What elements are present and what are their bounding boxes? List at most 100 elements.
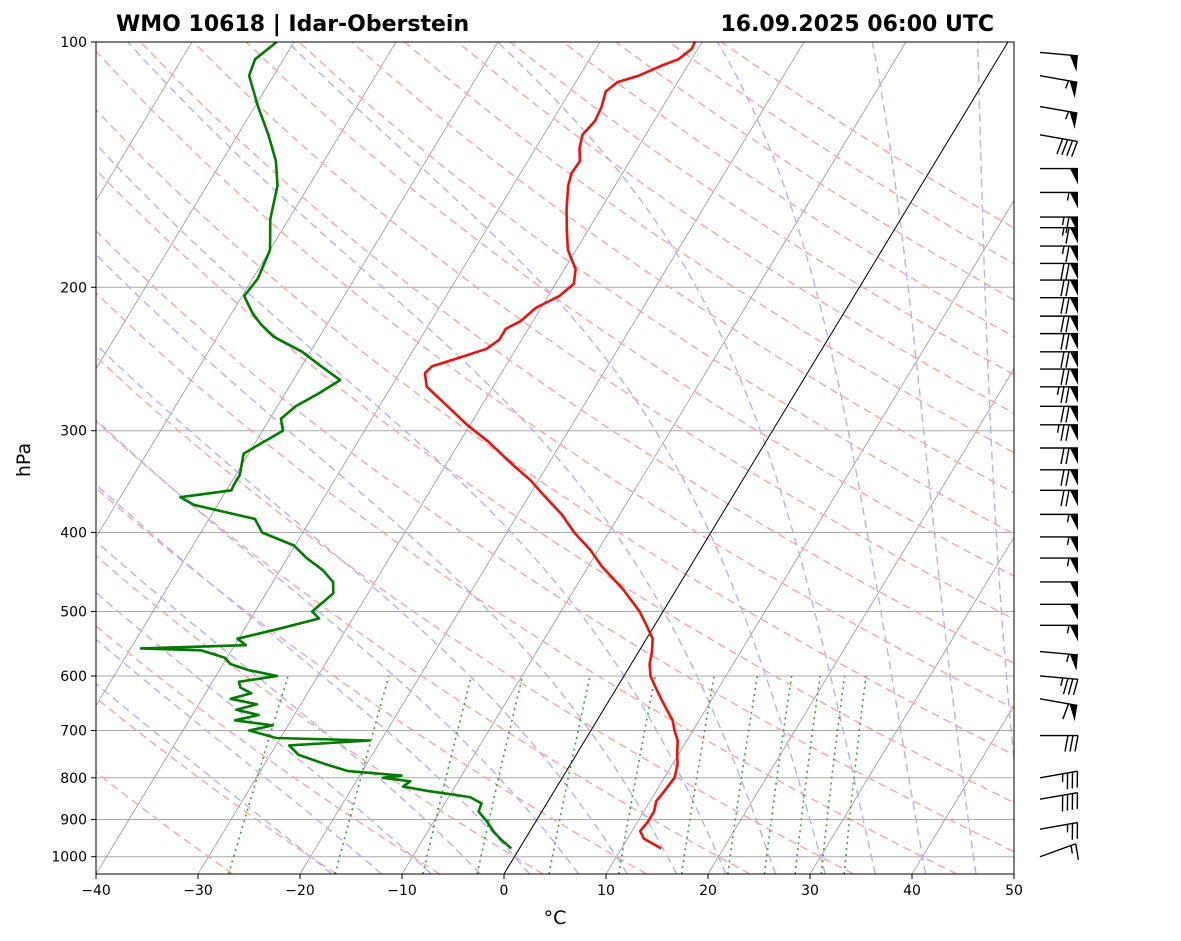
- y-tick-label: 600: [60, 669, 87, 685]
- barb-half: [1066, 536, 1070, 546]
- dry-adiabat: [139, 42, 1014, 665]
- mixing-ratio-line: [680, 675, 715, 874]
- barb-full: [1061, 139, 1069, 156]
- barb-flag: [1070, 514, 1078, 531]
- barb-half: [1061, 227, 1065, 236]
- mixing-ratio-lines: [227, 675, 867, 874]
- barb-half: [1066, 653, 1070, 663]
- moist-adiabat: [96, 418, 580, 874]
- barb-half: [1056, 424, 1060, 433]
- dry-adiabat: [96, 292, 958, 874]
- dry-adiabat: [96, 168, 1014, 804]
- barb-full: [1066, 140, 1074, 157]
- barb-flag: [1069, 654, 1078, 671]
- isotherm: [401, 42, 907, 874]
- y-tick-label: 300: [60, 424, 87, 440]
- barb-flag: [1070, 217, 1078, 234]
- barb-full: [1060, 447, 1065, 465]
- barb-full: [1065, 315, 1070, 333]
- barb-full: [1069, 735, 1074, 752]
- barb-full: [1060, 351, 1065, 368]
- x-tick-label: −40: [81, 883, 111, 899]
- wind-barb: [1040, 279, 1078, 297]
- barb-shaft: [1039, 821, 1078, 830]
- wind-barb: [1040, 405, 1078, 423]
- dry-adiabat: [96, 355, 854, 874]
- barb-shaft: [1039, 105, 1078, 114]
- wind-barb: [1040, 424, 1078, 441]
- barb-flag: [1070, 604, 1078, 621]
- moist-adiabat: [96, 253, 678, 874]
- wind-barb: [1039, 650, 1078, 671]
- barb-full: [1065, 386, 1070, 403]
- isotherm: [96, 42, 601, 874]
- isotherm: [197, 42, 703, 874]
- y-tick-label: 700: [60, 724, 87, 740]
- x-tick-label: 40: [903, 883, 921, 899]
- barb-flag: [1070, 447, 1078, 464]
- x-axis: −40 −30 −20 −10 0 10 20 30 40 50: [81, 874, 1023, 899]
- barb-flag: [1070, 280, 1078, 297]
- barb-full: [1065, 424, 1070, 441]
- barb-flag: [1070, 192, 1078, 209]
- barb-flag: [1070, 316, 1078, 333]
- barb-full: [1067, 678, 1074, 695]
- barb-full: [1065, 216, 1070, 234]
- barb-full: [1060, 386, 1065, 403]
- wind-barb: [1040, 581, 1078, 598]
- temperature-line: [423, 42, 697, 850]
- y-tick-label: 900: [60, 812, 87, 828]
- barb-half: [1066, 192, 1070, 201]
- barb-flag: [1070, 424, 1078, 441]
- wind-barb: [1040, 603, 1078, 621]
- y-tick-label: 500: [60, 604, 87, 620]
- dry-adiabat: [96, 771, 234, 874]
- x-tick-label: −30: [183, 883, 213, 899]
- wind-barb: [1039, 105, 1078, 129]
- wind-barb: [1040, 469, 1078, 486]
- barb-full: [1075, 843, 1080, 860]
- barb-half: [1066, 514, 1070, 523]
- wind-barb: [1039, 675, 1079, 696]
- barb-full: [1060, 333, 1065, 350]
- moist-adiabat: [96, 682, 333, 874]
- wind-barb: [1040, 297, 1078, 314]
- dry-adiabat: [96, 420, 751, 874]
- barb-flag: [1070, 581, 1078, 598]
- barb-flag: [1070, 263, 1078, 280]
- isotherm: [96, 42, 397, 538]
- barb-flag: [1070, 536, 1078, 553]
- moist-adiabat: [96, 483, 531, 874]
- barb-full: [1060, 279, 1065, 297]
- isotherm: [1013, 873, 1014, 874]
- wind-barb: [1040, 557, 1078, 575]
- mixing-ratio-line: [548, 675, 591, 874]
- barb-flag: [1070, 227, 1078, 244]
- wind-barb: [1040, 167, 1078, 185]
- barb-flag: [1070, 168, 1078, 185]
- dry-adiabat: [404, 42, 1014, 454]
- wind-barb: [1040, 447, 1078, 465]
- barb-half: [1060, 677, 1064, 687]
- y-axis: 100 200 300 400 500 600 700 800 900 1000: [51, 35, 96, 866]
- barb-flag: [1070, 351, 1078, 368]
- barb-half: [1065, 111, 1070, 120]
- wind-barb: [1040, 386, 1078, 403]
- isotherm: [96, 42, 295, 370]
- barb-full: [1065, 333, 1070, 350]
- moist-adiabat: [976, 42, 1014, 767]
- isotherm: [605, 199, 1014, 874]
- barb-full: [1072, 679, 1079, 696]
- barb-full: [1074, 735, 1079, 752]
- barb-full: [1060, 424, 1065, 441]
- barb-flag: [1069, 704, 1078, 722]
- wind-barb: [1039, 821, 1079, 840]
- isotherm: [911, 704, 1014, 874]
- dry-adiabat: [245, 42, 1014, 577]
- dry-adiabat: [457, 42, 1014, 414]
- x-tick-label: −20: [285, 883, 315, 899]
- y-tick-label: 200: [60, 280, 87, 296]
- wind-barb: [1040, 368, 1078, 386]
- barb-full: [1060, 263, 1065, 280]
